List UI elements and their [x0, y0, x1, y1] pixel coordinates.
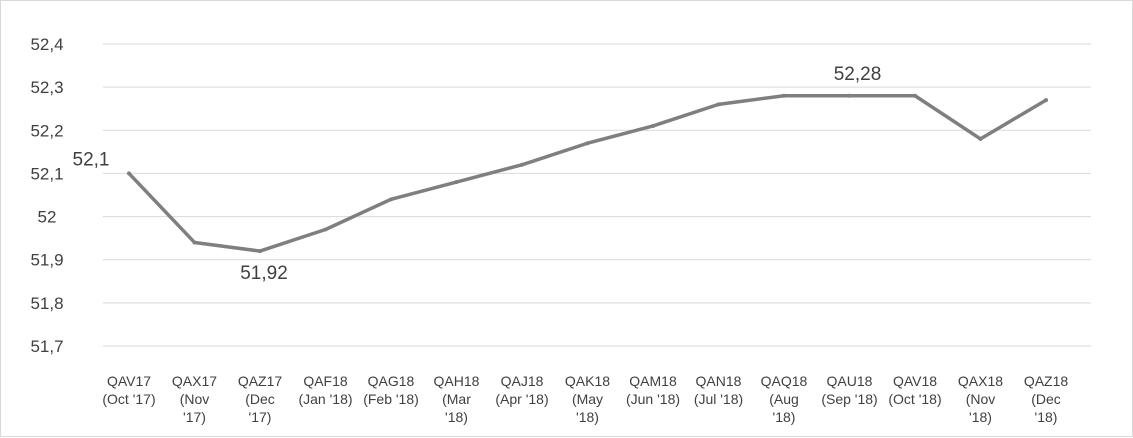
x-tick-label: QAF18 (Jan '18)	[298, 373, 352, 407]
y-tick-label: 51,9	[30, 251, 63, 270]
y-tick-label: 52,4	[30, 35, 63, 54]
y-tick-label: 52,3	[30, 78, 63, 97]
x-tick-label: QAX18 (Nov '18)	[958, 373, 1003, 425]
data-point	[978, 136, 983, 141]
y-axis-tick-labels: 51,7 51,8 51,9 52 52,1 52,2 52,3 52,4	[30, 35, 63, 356]
x-tick-label: QAG18 (Feb '18)	[363, 373, 419, 407]
data-label: 51,92	[240, 263, 288, 284]
data-point	[913, 93, 917, 98]
data-point	[520, 162, 524, 167]
y-tick-label: 51,7	[30, 337, 63, 356]
x-tick-label: QAV17 (Oct '17)	[102, 373, 155, 407]
y-tick-label: 52,1	[30, 164, 63, 183]
data-point	[1044, 98, 1048, 103]
x-tick-label: QAV18 (Oct '18)	[888, 373, 941, 407]
data-point	[847, 93, 852, 98]
data-label: 52,28	[834, 64, 882, 85]
x-tick-label: QAZ18 (Dec '18)	[1024, 373, 1069, 425]
data-point	[192, 240, 197, 245]
data-point	[258, 249, 262, 254]
gridlines	[103, 43, 1091, 347]
y-tick-label: 51,8	[30, 294, 63, 313]
data-label: 52,1	[73, 149, 110, 170]
x-tick-label: QAQ18 (Aug '18)	[761, 373, 808, 425]
x-tick-label: QAZ17 (Dec '17)	[238, 373, 283, 425]
x-axis-tick-labels: QAV17 (Oct '17) QAX17 (Nov '17) QAZ17 (Dec '17)…	[102, 373, 1068, 425]
x-tick-label: QAX17 (Nov '17)	[172, 373, 217, 425]
data-point	[782, 93, 786, 98]
x-tick-label: QAH18 (Mar '18)	[434, 373, 480, 425]
y-tick-label: 52	[38, 208, 57, 227]
data-point	[585, 141, 590, 146]
data-point	[127, 171, 131, 176]
y-tick-label: 52,2	[30, 121, 63, 140]
x-tick-label: QAK18 (May '18)	[565, 373, 610, 425]
data-point	[323, 227, 328, 232]
data-point	[454, 180, 459, 185]
data-point	[389, 197, 393, 202]
x-tick-label: QAM18 (Jun '18)	[626, 373, 680, 407]
series	[127, 93, 1048, 254]
data-labels: 52,1 51,92 52,28	[73, 64, 882, 284]
data-point	[716, 102, 721, 107]
x-tick-label: QAJ18 (Apr '18)	[495, 373, 548, 407]
x-tick-label: QAU18 (Sep '18)	[821, 373, 877, 407]
x-tick-label: QAN18 (Jul '18)	[694, 373, 743, 407]
data-point	[651, 123, 655, 128]
